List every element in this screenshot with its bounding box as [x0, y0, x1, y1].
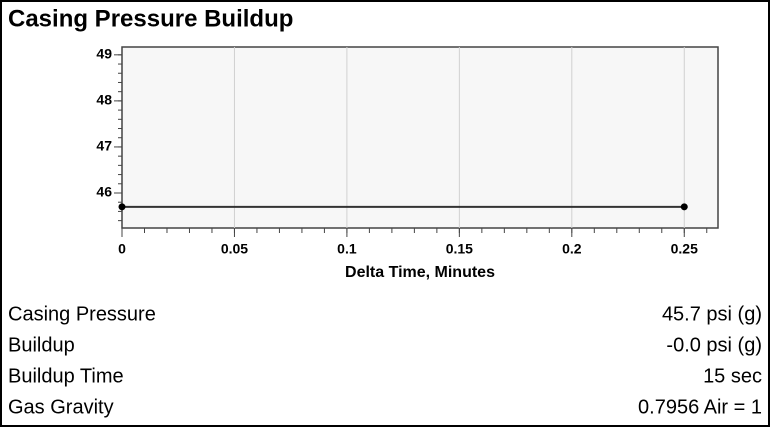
x-tick-label: 0.2: [562, 241, 582, 257]
x-tick-label: 0.25: [671, 241, 698, 257]
y-tick-label: 46: [96, 184, 112, 200]
info-value: 45.7 psi (g): [662, 303, 762, 325]
info-value: 0.7956 Air = 1: [638, 396, 762, 418]
y-tick-label: 49: [96, 46, 112, 62]
info-value: -0.0 psi (g): [666, 334, 762, 356]
info-label: Buildup Time: [8, 365, 124, 387]
x-tick-label: 0.05: [221, 241, 248, 257]
y-tick-label: 48: [96, 92, 112, 108]
data-point: [680, 203, 688, 211]
info-value: 15 sec: [703, 365, 762, 387]
chart-title: Casing Pressure Buildup: [8, 5, 293, 32]
x-axis-label: Delta Time, Minutes: [345, 264, 495, 281]
info-label: Buildup: [8, 334, 75, 356]
x-tick-label: 0: [118, 241, 126, 257]
x-tick-label: 0.1: [337, 241, 357, 257]
info-label: Gas Gravity: [8, 396, 114, 418]
y-tick-label: 47: [96, 138, 112, 154]
info-label: Casing Pressure: [8, 303, 156, 325]
plot-area: [121, 46, 719, 229]
data-point: [118, 203, 126, 211]
x-tick-label: 0.15: [446, 241, 473, 257]
